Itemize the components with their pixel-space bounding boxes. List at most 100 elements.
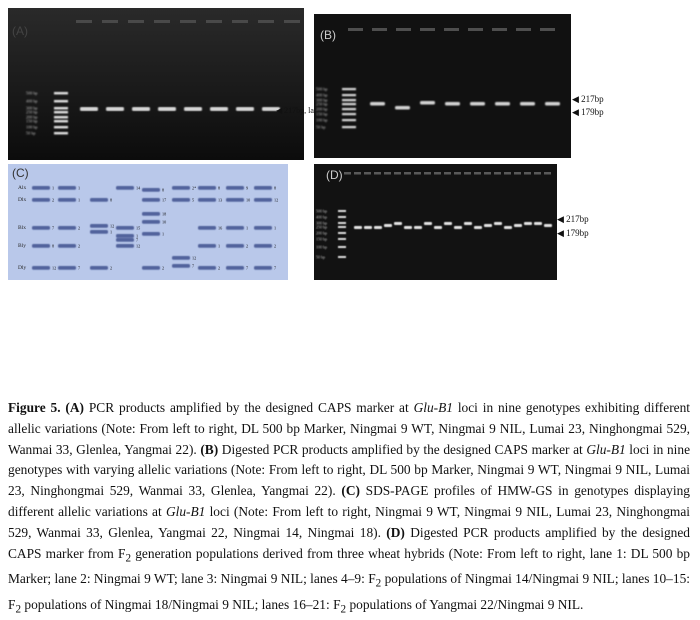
sds-band-number: 9: [246, 186, 248, 191]
gel-d-ladder-band: [338, 232, 346, 234]
gel-a-well: [206, 20, 222, 23]
gel-a-well: [154, 20, 170, 23]
sds-band: [32, 266, 50, 270]
sds-band-number: 8: [218, 186, 220, 191]
sds-band: [90, 224, 108, 228]
sds-band: [90, 198, 108, 202]
sds-band: [90, 266, 108, 270]
sds-band: [254, 244, 272, 248]
sds-band-number: 2*: [192, 186, 196, 191]
gel-b-ladder-label: 150 bp: [316, 112, 328, 117]
gel-d-ladder-band: [338, 238, 346, 240]
sds-band-number: 15: [136, 226, 140, 231]
gel-b-ladder-label: 250 bp: [316, 102, 328, 107]
sds-band: [172, 256, 190, 260]
sds-row-label: Dlx: [18, 197, 27, 203]
gel-a-ladder-label: 500 bp: [26, 91, 38, 96]
gel-b-band: [445, 102, 460, 106]
sds-band-number: 7: [78, 266, 80, 271]
gel-a-band: [236, 107, 254, 111]
sds-band: [254, 186, 272, 190]
sds-band: [254, 266, 272, 270]
gel-b-well: [420, 28, 435, 31]
sds-band: [226, 244, 244, 248]
gel-b-well: [468, 28, 483, 31]
sds-band: [142, 266, 160, 270]
gel-a-band: [210, 107, 228, 111]
gel-d-ladder-label: 100 bp: [316, 245, 327, 250]
gel-d-band: [524, 222, 532, 225]
sds-band: [58, 186, 76, 190]
gel-d-ladder-label: 50 bp: [316, 255, 325, 260]
gel-d-band: [534, 222, 542, 225]
gel-d-band: [504, 226, 512, 229]
sds-band: [254, 198, 272, 202]
gel-a-ladder-band: [54, 132, 68, 135]
sds-band-number: 8: [52, 244, 54, 249]
gel-a-well: [76, 20, 92, 23]
gel-a-ladder-band: [54, 116, 68, 119]
gel-b-band: [470, 102, 485, 106]
sds-band-number: 10: [246, 198, 250, 203]
gel-b-ladder-label: 50 bp: [316, 125, 325, 130]
sds-band: [172, 198, 190, 202]
gel-d-well: [474, 172, 481, 175]
gel-d-well: [404, 172, 411, 175]
gel-d-band: [394, 222, 402, 225]
gel-a-band: [262, 107, 280, 111]
gel-d-well: [424, 172, 431, 175]
sds-band-number: 1: [218, 244, 220, 249]
gel-d-well: [494, 172, 501, 175]
gel-d-ladder-band: [338, 210, 346, 212]
panel-a: 500 bp 400 bp 300 bp 250 bp 200 bp 150 bp 100 …: [8, 8, 304, 160]
panel-c-label: (C): [12, 166, 29, 180]
gel-a-well: [102, 20, 118, 23]
gel-b-ladder-label: 300 bp: [316, 98, 328, 103]
sds-band-number: 2: [52, 198, 54, 203]
sds-band: [58, 244, 76, 248]
gel-b-ladder-band: [342, 119, 356, 122]
panel-d: 500 bp 400 bp 300 bp 250 bp 200 bp 150 bp 100 …: [314, 164, 557, 280]
panel-c: Alx Dlx Blx Bly Dly 1 2 7 8 12 1 1 2 2 7 8 12 1 2 14 15 12 1 7…: [8, 164, 288, 280]
gel-a-ladder-band: [54, 120, 68, 123]
gel-d-band: [414, 226, 422, 229]
gel-d-well: [434, 172, 441, 175]
caption-d-label: (D): [386, 524, 405, 540]
gel-b-band: [370, 102, 385, 106]
sds-band-number: 14: [136, 186, 141, 191]
sds-band: [90, 230, 108, 234]
sds-band-number: 2: [110, 266, 112, 271]
gel-d-ladder-band: [338, 246, 346, 248]
sds-band: [198, 266, 216, 270]
gel-d-well: [374, 172, 381, 175]
sds-band-number: 1: [162, 232, 164, 237]
sds-band-number: 12: [274, 198, 278, 203]
panel-a-label: (A): [12, 24, 28, 38]
gel-a-ladder-band: [54, 92, 68, 95]
sds-band-number: 2: [78, 244, 80, 249]
gel-a-ladder-label: 50 bp: [26, 131, 35, 136]
gel-d-well: [414, 172, 421, 175]
sds-band-number: 7: [246, 266, 248, 271]
sds-band: [116, 244, 134, 248]
sds-band: [226, 198, 244, 202]
gel-a-well: [284, 20, 300, 23]
sds-band: [32, 186, 50, 190]
sds-band: [58, 226, 76, 230]
gel-b-ladder-band: [342, 94, 356, 97]
sds-band-number: 7: [192, 264, 194, 269]
gel-b-ladder-label: 500 bp: [316, 87, 328, 92]
gel-d-well: [524, 172, 531, 175]
gel-b-band: [420, 101, 435, 105]
sds-band-number: 16: [218, 226, 222, 231]
gel-a-ladder-band: [54, 126, 68, 129]
sds-band: [198, 226, 216, 230]
gel-b-ladder-band: [342, 103, 356, 106]
sds-band-number: 10: [162, 220, 166, 225]
gel-d-ladder-band: [338, 216, 346, 218]
gel-d-well: [444, 172, 451, 175]
gel-d-band: [494, 222, 502, 225]
